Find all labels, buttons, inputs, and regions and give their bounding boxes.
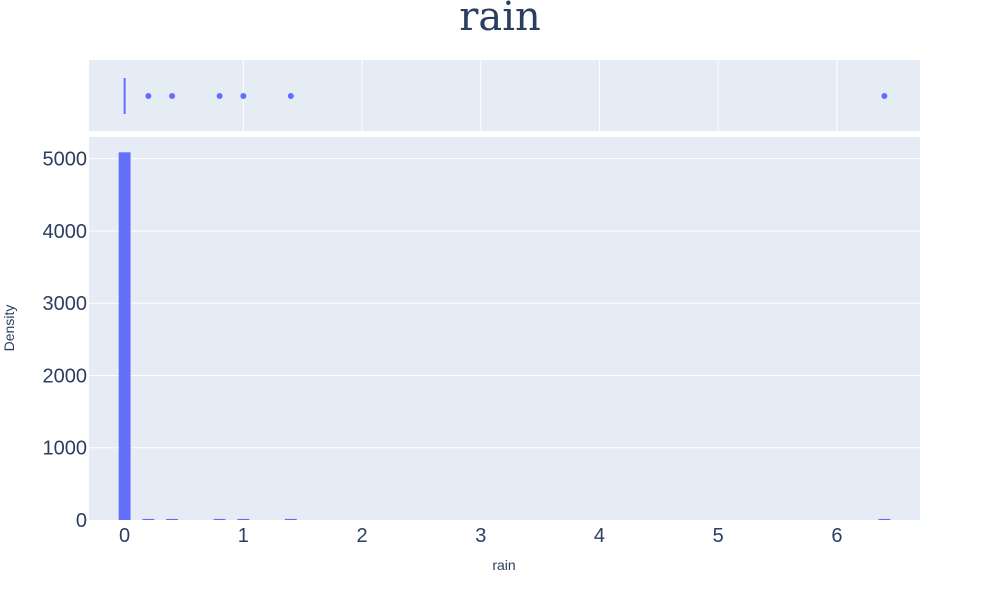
histogram-bars <box>118 152 891 520</box>
marginal-point <box>287 93 294 99</box>
x-tick-label: 1 <box>238 525 249 547</box>
histogram-bar <box>213 518 226 520</box>
y-axis-title: Density <box>1 305 17 352</box>
chart-title: rain <box>459 0 541 40</box>
y-tick-label: 3000 <box>43 293 88 315</box>
histogram-bar <box>166 518 179 520</box>
y-axis-ticks: 0 1000 2000 3000 4000 5000 <box>43 149 88 532</box>
x-tick-label: 3 <box>475 525 486 547</box>
marginal-gridlines <box>242 60 838 131</box>
x-axis-title: rain <box>492 557 515 573</box>
gridlines <box>89 158 920 449</box>
histogram-bar <box>878 518 891 520</box>
x-tick-label: 6 <box>831 525 842 547</box>
marginal-point <box>216 93 223 99</box>
marginal-point <box>145 93 152 99</box>
y-tick-label: 2000 <box>43 365 88 387</box>
marginal-point <box>240 93 247 99</box>
y-tick-label: 1000 <box>43 438 88 460</box>
marginal-marks <box>123 78 888 114</box>
plot-area <box>89 137 920 520</box>
marginal-point <box>169 93 176 99</box>
histogram-bar <box>237 518 250 520</box>
y-tick-label: 4000 <box>43 221 88 243</box>
marginal-plot-area <box>89 60 920 131</box>
histogram-bar <box>284 518 297 520</box>
x-axis-ticks: 0 1 2 3 4 5 6 <box>119 525 842 547</box>
y-tick-label: 0 <box>76 510 87 532</box>
x-tick-label: 2 <box>356 525 367 547</box>
x-tick-label: 5 <box>713 525 724 547</box>
x-tick-label: 0 <box>119 525 130 547</box>
marginal-point <box>881 93 888 99</box>
histogram-bar <box>142 518 155 520</box>
histogram-bar <box>118 152 131 520</box>
y-tick-label: 5000 <box>43 149 88 171</box>
x-tick-label: 4 <box>594 525 605 547</box>
